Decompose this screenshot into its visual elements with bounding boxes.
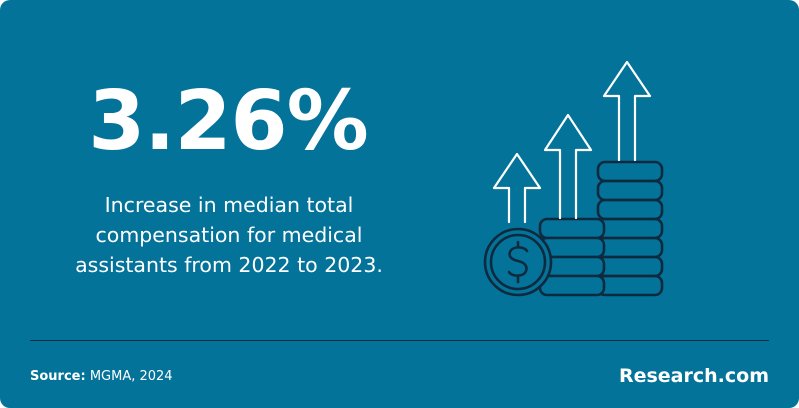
coin-layer [596, 274, 664, 297]
coin-layer [596, 217, 664, 240]
brand-logo[interactable]: Research.com [618, 365, 769, 387]
description-line-1: Increase in median total [104, 193, 354, 217]
coin-layer [596, 179, 664, 202]
dollar-coin-icon [483, 227, 553, 297]
money-growth-icon [483, 60, 664, 297]
coin-layer [596, 198, 664, 221]
coin-layer [596, 255, 664, 278]
coin-layer [538, 217, 606, 240]
source-label: Source: [30, 369, 86, 384]
coin-layer [538, 274, 606, 297]
arrow-up-icon [543, 113, 593, 220]
short-coin-stack [538, 217, 606, 297]
arrow-up-icon [602, 60, 652, 162]
footer-divider [30, 340, 769, 341]
coin-layer [596, 236, 664, 259]
headline-description: Increase in median total compensation fo… [50, 190, 408, 280]
source-citation: Source: MGMA, 2024 [30, 367, 173, 387]
headline-stat: 3.26% [88, 74, 368, 169]
source-text: MGMA, 2024 [85, 369, 173, 384]
description-line-2: compensation for medical [95, 223, 363, 247]
description-line-3: assistants from 2022 to 2023. [75, 253, 383, 277]
coin-layer [596, 160, 664, 183]
tall-coin-stack [596, 160, 664, 297]
arrow-up-icon [492, 152, 542, 224]
